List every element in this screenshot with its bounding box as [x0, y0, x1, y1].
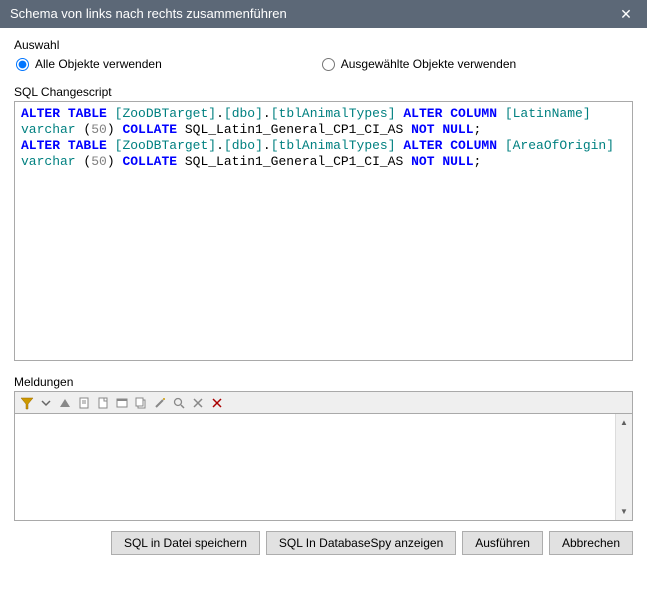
- sql-token: [614, 138, 622, 153]
- sql-token: ALTER: [403, 138, 442, 153]
- copy-icon[interactable]: [132, 394, 150, 412]
- sql-token: .: [263, 138, 271, 153]
- sql-token: .: [216, 138, 224, 153]
- messages-legend: Meldungen: [14, 375, 633, 389]
- sql-token: [dbo]: [224, 138, 263, 153]
- sql-token: [ZooDBTarget]: [115, 138, 216, 153]
- sql-token: TABLE: [68, 106, 107, 121]
- radio-selected-label: Ausgewählte Objekte verwenden: [341, 57, 516, 71]
- save-sql-button[interactable]: SQL in Datei speichern: [111, 531, 260, 555]
- sql-token: SQL_Latin1_General_CP1_CI_AS: [177, 154, 411, 169]
- triangle-up-icon[interactable]: [56, 394, 74, 412]
- radio-selected-input[interactable]: [322, 58, 335, 71]
- sql-token: [497, 106, 505, 121]
- messages-scrollbar[interactable]: ▲ ▼: [615, 414, 632, 520]
- sql-token: 50: [91, 154, 107, 169]
- nav-icon[interactable]: [113, 394, 131, 412]
- radio-all-label: Alle Objekte verwenden: [35, 57, 162, 71]
- close-icon: ✕: [620, 0, 632, 28]
- radio-selected-objects[interactable]: Ausgewählte Objekte verwenden: [322, 57, 516, 71]
- radio-all-objects[interactable]: Alle Objekte verwenden: [16, 57, 162, 71]
- sql-token: COLUMN: [450, 106, 497, 121]
- sql-token: ALTER: [403, 106, 442, 121]
- window-title: Schema von links nach rechts zusammenfüh…: [10, 0, 287, 28]
- doc-icon[interactable]: [75, 394, 93, 412]
- sql-token: ): [107, 122, 123, 137]
- sql-token: .: [263, 106, 271, 121]
- sql-token: [ZooDBTarget]: [115, 106, 216, 121]
- selection-options: Alle Objekte verwenden Ausgewählte Objek…: [14, 55, 633, 77]
- clear-icon[interactable]: [208, 394, 226, 412]
- sql-legend: SQL Changescript: [14, 85, 633, 99]
- messages-toolbar: [14, 391, 633, 413]
- find-icon[interactable]: [170, 394, 188, 412]
- sql-token: ALTER: [21, 138, 60, 153]
- cancel-button[interactable]: Abbrechen: [549, 531, 633, 555]
- messages-area[interactable]: ▲ ▼: [14, 413, 633, 521]
- sql-token: [60, 138, 68, 153]
- page-icon[interactable]: [94, 394, 112, 412]
- selection-legend: Auswahl: [14, 38, 633, 52]
- sql-token: [tblAnimalTypes]: [271, 138, 396, 153]
- wand-icon[interactable]: [151, 394, 169, 412]
- sql-token: COLLATE: [122, 154, 177, 169]
- sql-token: [tblAnimalTypes]: [271, 106, 396, 121]
- titlebar: Schema von links nach rechts zusammenfüh…: [0, 0, 647, 28]
- sql-token: (: [76, 154, 92, 169]
- sql-token: 50: [91, 122, 107, 137]
- chevron-down-icon[interactable]: [37, 394, 55, 412]
- close-button[interactable]: ✕: [605, 0, 647, 28]
- sql-token: ALTER: [21, 106, 60, 121]
- sql-token: [AreaOfOrigin]: [505, 138, 614, 153]
- selection-group: Auswahl Alle Objekte verwenden Ausgewähl…: [14, 38, 633, 77]
- show-in-dbspy-button[interactable]: SQL In DatabaseSpy anzeigen: [266, 531, 456, 555]
- sql-token: [591, 106, 599, 121]
- sql-token: SQL_Latin1_General_CP1_CI_AS: [177, 122, 411, 137]
- filter-icon[interactable]: [18, 394, 36, 412]
- sql-token: ;: [474, 122, 482, 137]
- sql-token: COLLATE: [122, 122, 177, 137]
- dialog-buttons: SQL in Datei speichern SQL In DatabaseSp…: [14, 521, 633, 555]
- scroll-up-icon[interactable]: ▲: [616, 414, 632, 431]
- sql-token: varchar: [21, 122, 76, 137]
- sql-token: NULL: [442, 154, 473, 169]
- stop-icon[interactable]: [189, 394, 207, 412]
- sql-token: (: [76, 122, 92, 137]
- sql-token: NOT: [411, 154, 434, 169]
- radio-all-input[interactable]: [16, 58, 29, 71]
- sql-token: varchar: [21, 154, 76, 169]
- sql-token: NOT: [411, 122, 434, 137]
- sql-token: COLUMN: [450, 138, 497, 153]
- sql-token: [dbo]: [224, 106, 263, 121]
- scroll-down-icon[interactable]: ▼: [616, 503, 632, 520]
- sql-token: [497, 138, 505, 153]
- sql-token: [107, 106, 115, 121]
- sql-token: NULL: [442, 122, 473, 137]
- sql-token: [LatinName]: [505, 106, 591, 121]
- sql-token: [60, 106, 68, 121]
- sql-changescript-textarea[interactable]: ALTER TABLE [ZooDBTarget].[dbo].[tblAnim…: [14, 101, 633, 361]
- sql-token: .: [216, 106, 224, 121]
- sql-token: [107, 138, 115, 153]
- sql-token: ): [107, 154, 123, 169]
- execute-button[interactable]: Ausführen: [462, 531, 543, 555]
- dialog-content: Auswahl Alle Objekte verwenden Ausgewähl…: [0, 28, 647, 563]
- sql-token: ;: [474, 154, 482, 169]
- sql-token: TABLE: [68, 138, 107, 153]
